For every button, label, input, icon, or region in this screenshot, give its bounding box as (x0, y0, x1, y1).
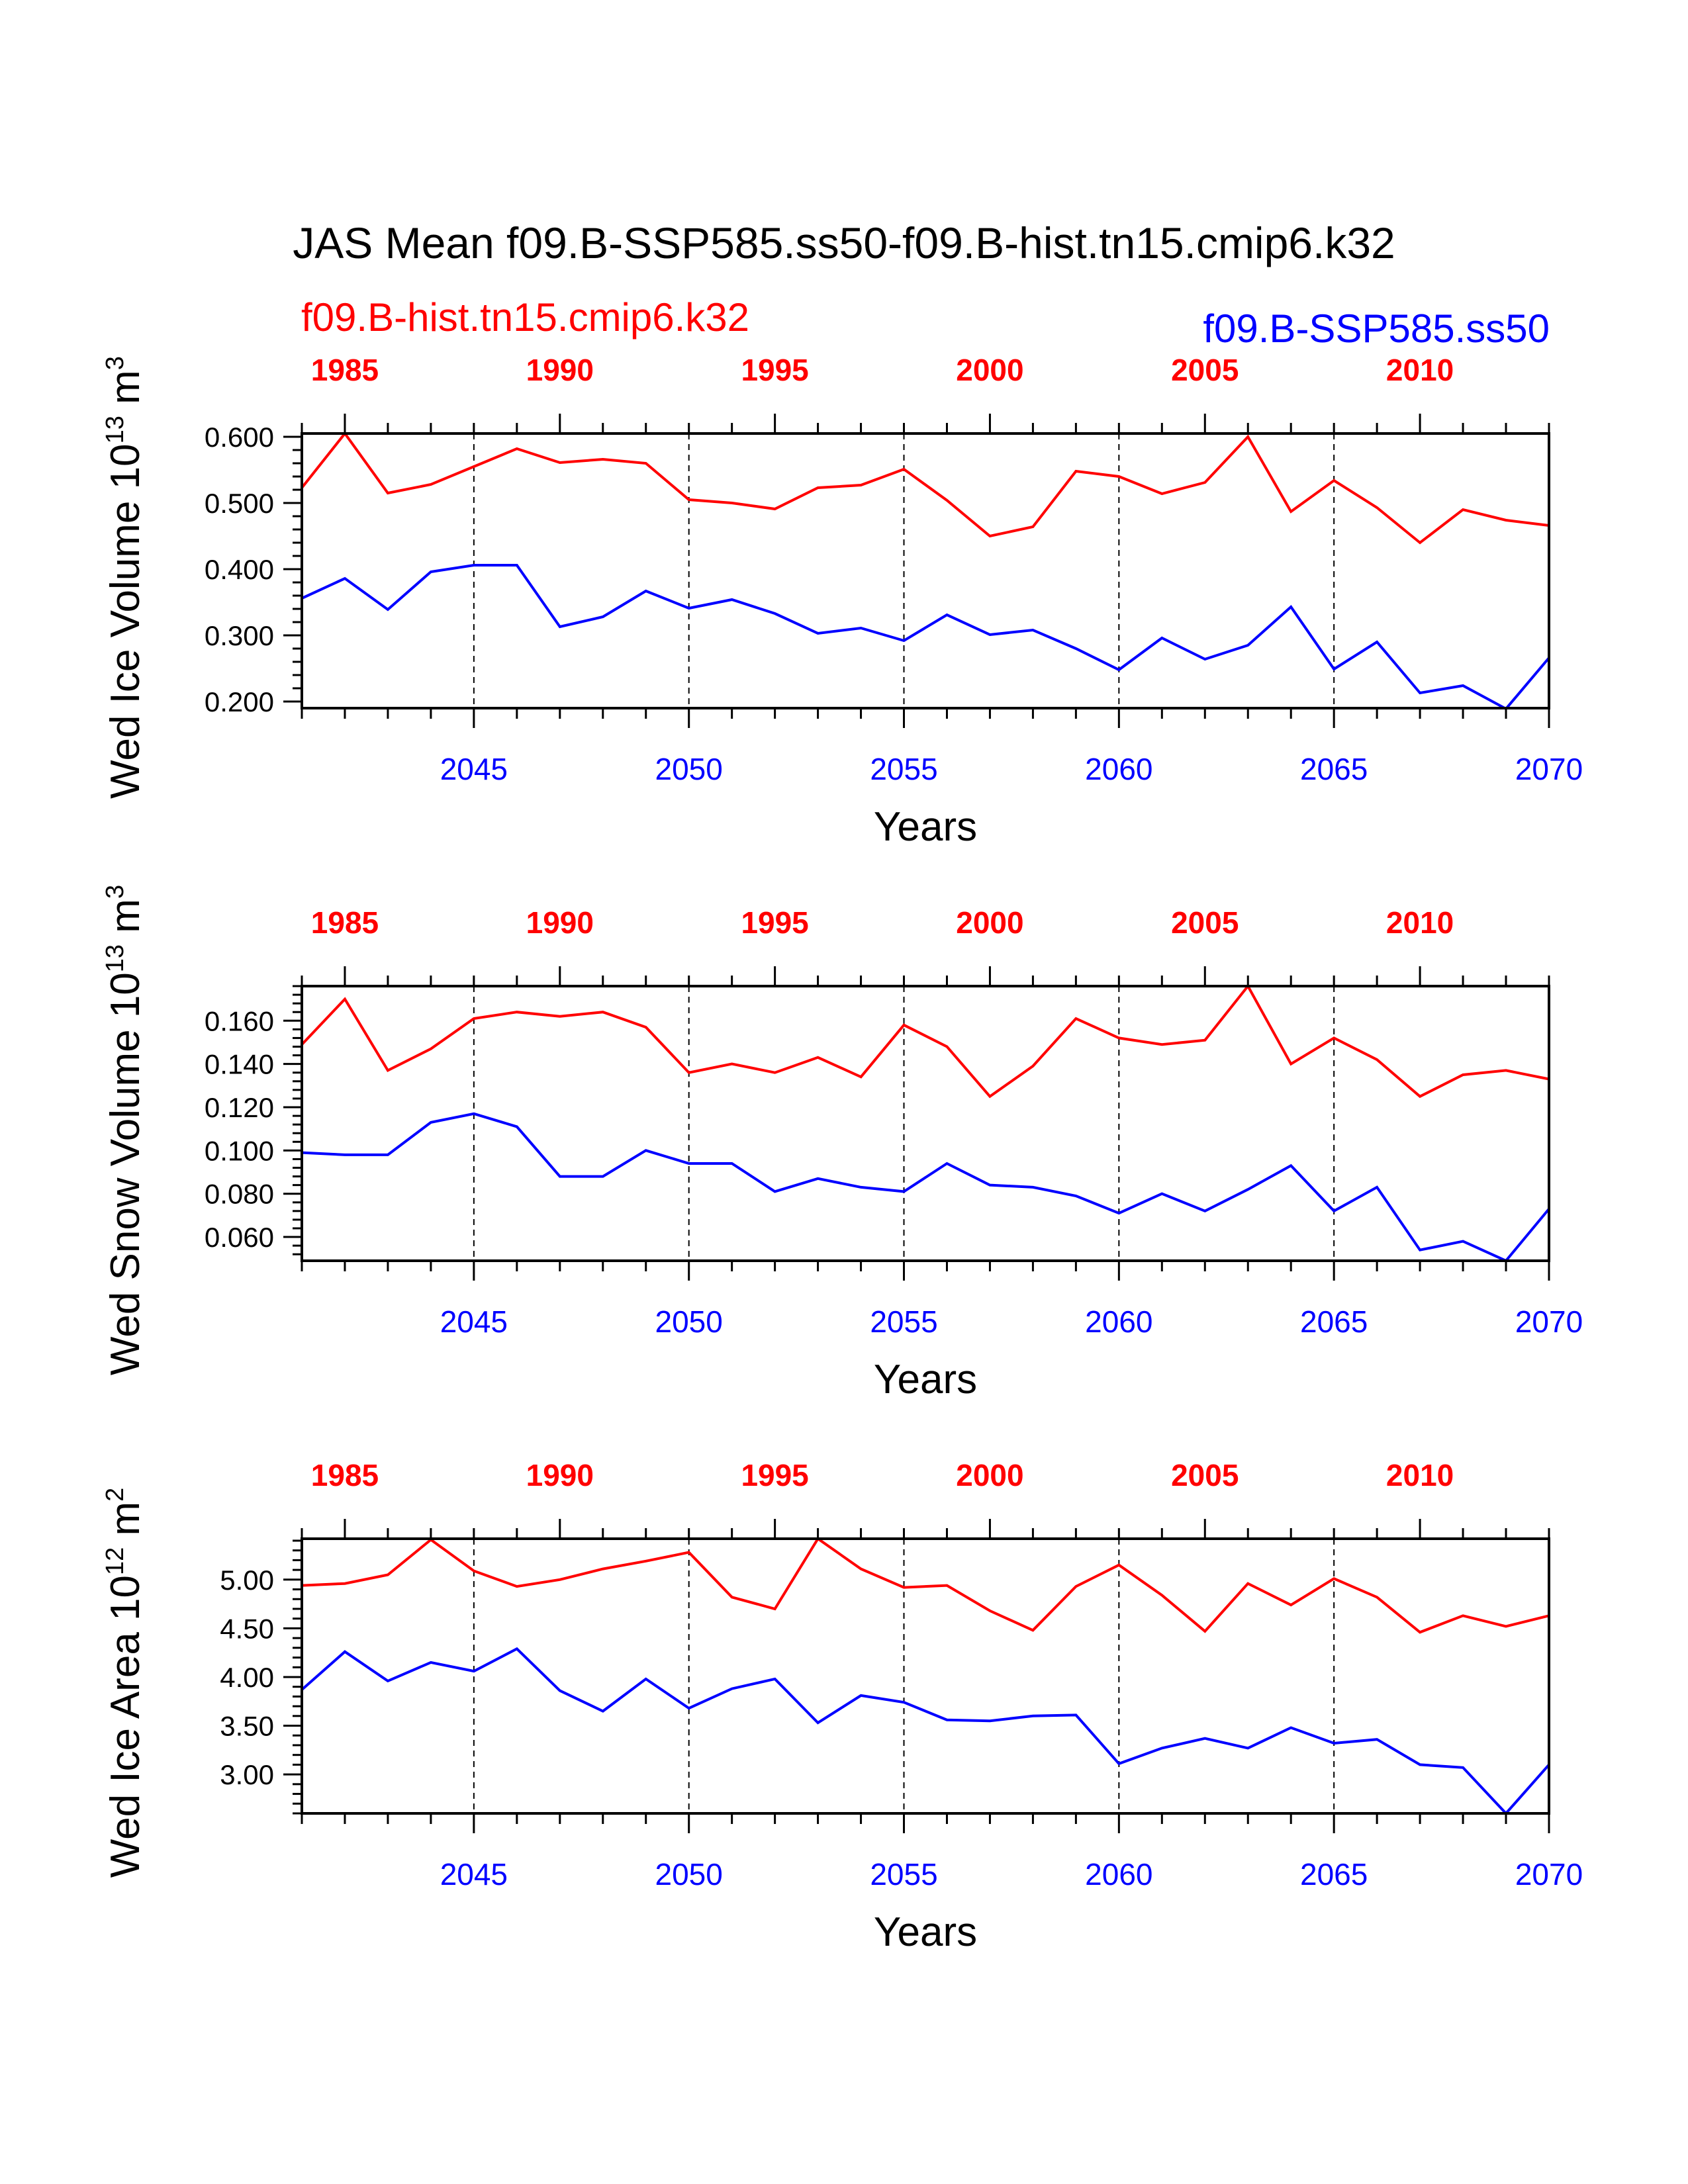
series-line-ssp (301, 1647, 1550, 1815)
top-tick-label: 1985 (311, 1458, 379, 1492)
x-tick-label: 2060 (1085, 1304, 1152, 1339)
y-axis-label: Wed Ice Volume 1013 m3 (101, 356, 148, 799)
y-tick-label: 0.080 (205, 1179, 274, 1210)
series-line-ssp (301, 564, 1550, 711)
y-axis-label-text: m (103, 370, 148, 416)
chart-panels: 2045 2050 2055 2060 2065 2070 1985 1990 1995 2000… (101, 353, 1583, 1955)
top-tick-label: 2005 (1171, 353, 1239, 387)
plot-frame (301, 985, 1550, 1262)
top-tick-label: 1990 (526, 905, 594, 940)
y-tick-label: 0.200 (205, 686, 274, 717)
top-tick-label: 1995 (741, 1458, 808, 1492)
legend-ssp-label: f09.B-SSP585.ss50 (1203, 306, 1550, 351)
y-axis-label-exponent: 13 (101, 416, 129, 443)
y-tick-label: 0.120 (205, 1092, 274, 1123)
y-tick-label: 0.300 (205, 620, 274, 651)
y-axis-label-exponent: 13 (101, 944, 129, 972)
y-tick-label: 0.500 (205, 488, 274, 519)
x-tick-label: 2060 (1085, 752, 1152, 786)
x-tick-label: 2045 (440, 1304, 508, 1339)
y-tick-label: 3.00 (220, 1759, 274, 1790)
y-axis-label: Wed Ice Area 1012 m2 (101, 1488, 148, 1878)
x-tick-label: 2065 (1300, 1857, 1368, 1891)
y-axis-label-text: m (103, 899, 148, 944)
x-tick-label: 2055 (870, 752, 937, 786)
top-tick-label: 1985 (311, 905, 379, 940)
top-tick-label: 1990 (526, 1458, 594, 1492)
x-tick-label: 2070 (1515, 752, 1583, 786)
figure-title: JAS Mean f09.B-SSP585.ss50-f09.B-hist.tn… (293, 218, 1395, 267)
top-tick-label: 2005 (1171, 1458, 1239, 1492)
series-line-hist (301, 983, 1550, 1099)
series-line-hist (301, 431, 1550, 545)
x-tick-label: 2050 (655, 1857, 723, 1891)
x-axis-label: Years (874, 1357, 977, 1402)
y-axis-label: Wed Snow Volume 1013 m3 (101, 885, 148, 1375)
chart-panel-1: 2045 2050 2055 2060 2065 2070 1985 1990 1995 2000… (101, 353, 1583, 850)
chart-panel-2: 2045 2050 2055 2060 2065 2070 1985 1990 1995 2000… (101, 885, 1583, 1402)
y-axis-label-text: Wed Ice Area 10 (103, 1575, 148, 1878)
top-tick-label: 1985 (311, 353, 379, 387)
y-axis-label-exponent: 3 (101, 885, 129, 899)
legend-hist-label: f09.B-hist.tn15.cmip6.k32 (301, 295, 749, 340)
y-tick-label: 0.100 (205, 1135, 274, 1166)
chart-panel-3: 2045 2050 2055 2060 2065 2070 1985 1990 1995 2000… (101, 1458, 1583, 1955)
y-tick-label: 0.060 (205, 1222, 274, 1253)
x-tick-label: 2070 (1515, 1857, 1583, 1891)
top-tick-label: 1995 (741, 905, 808, 940)
top-tick-label: 2000 (956, 1458, 1023, 1492)
x-tick-label: 2050 (655, 752, 723, 786)
top-tick-label: 1995 (741, 353, 808, 387)
y-tick-label: 4.00 (220, 1662, 274, 1693)
top-tick-label: 2010 (1386, 905, 1454, 940)
y-tick-label: 3.50 (220, 1711, 274, 1742)
x-axis-label: Years (874, 1909, 977, 1955)
top-tick-label: 2010 (1386, 1458, 1454, 1492)
x-axis-label: Years (874, 804, 977, 850)
y-tick-label: 0.400 (205, 554, 274, 585)
y-axis-label-text: Wed Ice Volume 10 (103, 443, 148, 799)
y-axis-label-text: m (103, 1502, 148, 1547)
y-tick-label: 0.160 (205, 1005, 274, 1036)
plot-frame (301, 432, 1550, 709)
y-tick-label: 0.600 (205, 422, 274, 453)
x-tick-label: 2045 (440, 1857, 508, 1891)
x-tick-label: 2065 (1300, 1304, 1368, 1339)
series-line-hist (301, 1537, 1550, 1634)
plot-frame (301, 1537, 1550, 1815)
top-tick-label: 1990 (526, 353, 594, 387)
x-tick-label: 2065 (1300, 752, 1368, 786)
y-axis-label-exponent: 2 (101, 1488, 129, 1502)
top-tick-label: 2005 (1171, 905, 1239, 940)
top-tick-label: 2010 (1386, 353, 1454, 387)
x-tick-label: 2050 (655, 1304, 723, 1339)
series-line-ssp (301, 1112, 1550, 1263)
top-tick-label: 2000 (956, 353, 1023, 387)
y-tick-label: 5.00 (220, 1565, 274, 1596)
top-tick-label: 2000 (956, 905, 1023, 940)
y-tick-label: 4.50 (220, 1613, 274, 1644)
y-axis-label-exponent: 12 (101, 1547, 129, 1575)
y-tick-label: 0.140 (205, 1049, 274, 1080)
x-tick-label: 2055 (870, 1304, 937, 1339)
x-tick-label: 2070 (1515, 1304, 1583, 1339)
y-axis-label-exponent: 3 (101, 356, 129, 370)
x-tick-label: 2055 (870, 1857, 937, 1891)
y-axis-label-text: Wed Snow Volume 10 (103, 972, 148, 1375)
x-tick-label: 2060 (1085, 1857, 1152, 1891)
x-tick-label: 2045 (440, 752, 508, 786)
